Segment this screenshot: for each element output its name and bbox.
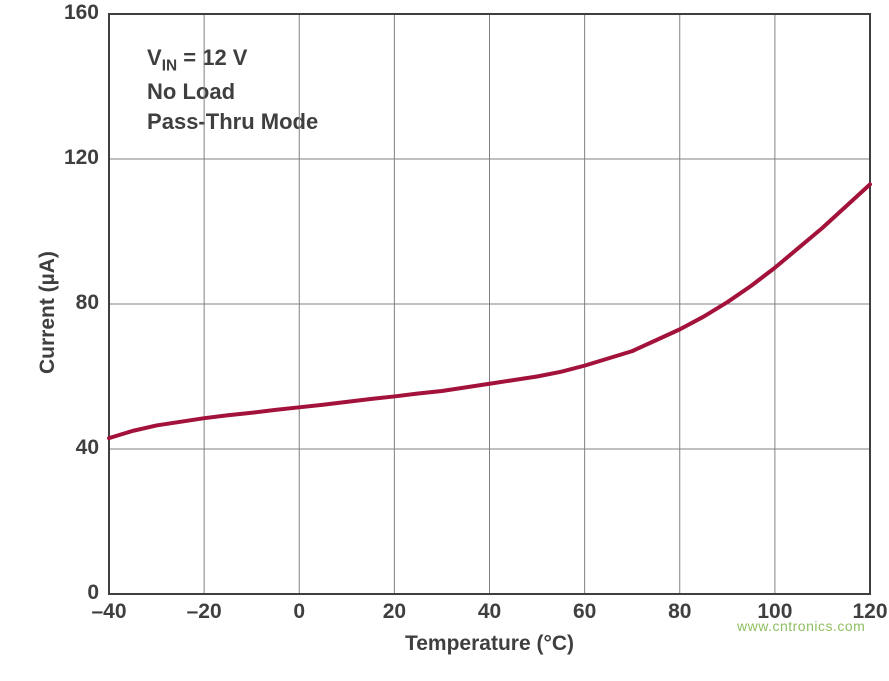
y-tick-label: 120 <box>64 146 99 170</box>
x-tick-label: 60 <box>555 600 615 624</box>
x-tick-label: 80 <box>650 600 710 624</box>
line-chart <box>0 0 889 681</box>
x-tick-label: –20 <box>174 600 234 624</box>
watermark: www.cntronics.com <box>737 618 865 634</box>
x-tick-label: 40 <box>460 600 520 624</box>
y-tick-label: 0 <box>87 581 99 605</box>
gridlines <box>109 14 870 594</box>
y-tick-label: 40 <box>76 436 99 460</box>
chart-container: Current (µA) Temperature (°C) VIN = 12 V… <box>0 0 889 681</box>
x-tick-label: 20 <box>364 600 424 624</box>
x-tick-label: 0 <box>269 600 329 624</box>
y-tick-label: 80 <box>76 291 99 315</box>
y-tick-label: 160 <box>64 1 99 25</box>
